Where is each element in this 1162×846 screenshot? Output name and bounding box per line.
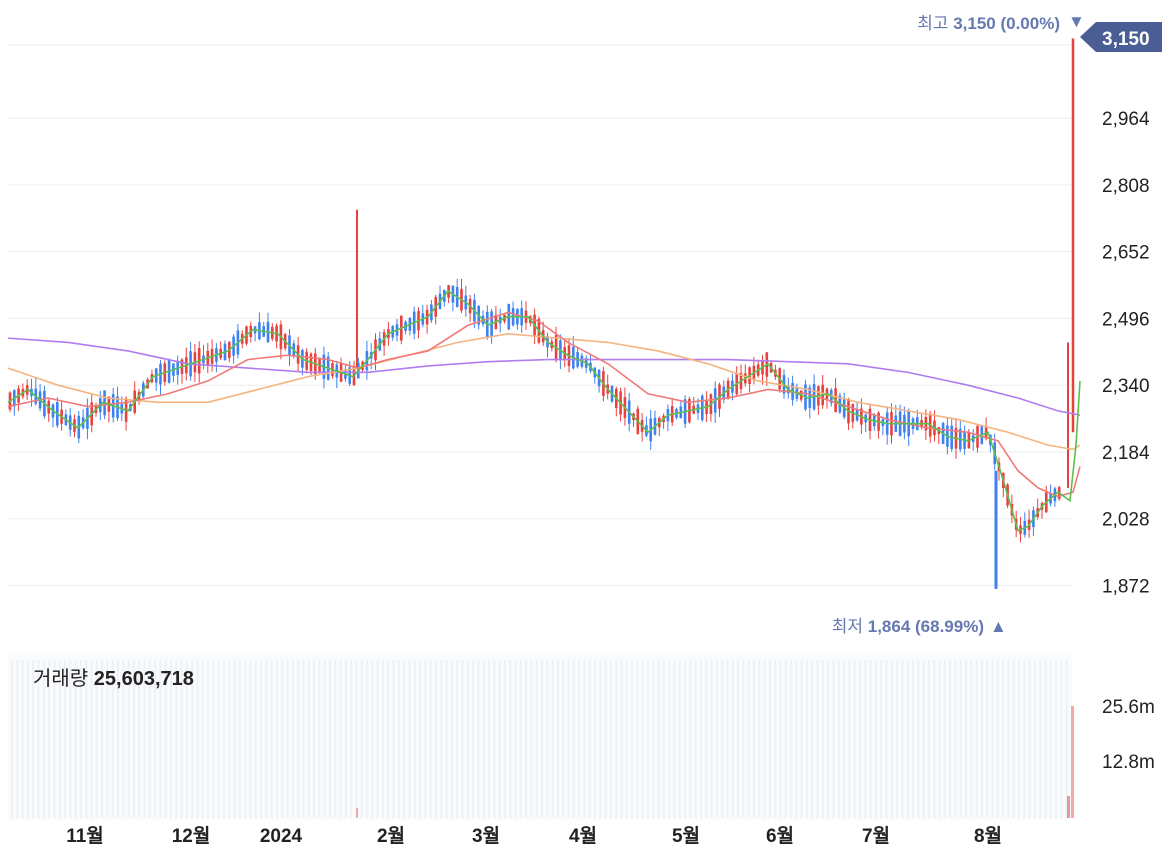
ma60-line: [7, 333, 1081, 451]
y-tick-label: 2,808: [1102, 176, 1150, 197]
volume-tick-label: 12.8m: [1102, 752, 1155, 773]
low-arrow: ▲: [990, 617, 1007, 636]
y-tick-label: 2,028: [1102, 510, 1150, 531]
y-tick-label: 2,496: [1102, 309, 1150, 330]
ma5-line: [7, 289, 1081, 532]
candles: [8, 38, 1075, 589]
y-tick-label: 2,340: [1102, 376, 1150, 397]
volume-title: 거래량 25,603,718: [33, 662, 194, 691]
low-marker: 최저 1,864 (68.99%): [832, 617, 984, 636]
high-value: 3,150 (0.00%): [953, 14, 1060, 33]
x-tick-label: 11월: [66, 825, 104, 846]
y-tick-label: 2,652: [1102, 243, 1150, 264]
price-markers: 최고 3,150 (0.00%) ▼ 최저 1,864 (68.99%) ▲ 3,150: [832, 12, 1162, 636]
y-tick-label: 2,184: [1102, 443, 1150, 464]
volume-label: 거래량: [33, 668, 89, 690]
low-value: 1,864 (68.99%): [868, 617, 984, 636]
x-tick-label: 7월: [862, 825, 890, 846]
volume-bar: [1071, 706, 1074, 818]
grid-lines: [8, 44, 1072, 586]
high-marker: 최고 3,150 (0.00%): [917, 14, 1060, 33]
y-axis: 2,964 2,808 2,652 2,496 2,340 2,184 2,028 1,872…: [1102, 109, 1155, 773]
volume-panel: [8, 652, 1072, 820]
volume-area: [8, 652, 1074, 820]
x-axis: 11월 12월 2024 2월 3월 4월 5월 6월 7월 8월: [66, 825, 1002, 846]
low-label: 최저: [832, 617, 868, 636]
x-tick-label: 6월: [766, 825, 794, 846]
volume-value: 25,603,718: [93, 668, 194, 690]
volume-bar: [356, 808, 358, 818]
x-tick-label: 12월: [172, 825, 211, 846]
current-price-tag: [1080, 22, 1162, 52]
x-tick-label: 2월: [377, 825, 405, 846]
x-tick-label: 5월: [672, 825, 700, 846]
ma20-line: [7, 311, 1081, 498]
x-tick-label: 4월: [569, 825, 597, 846]
y-tick-label: 1,872: [1102, 576, 1150, 597]
volume-bar: [1067, 796, 1070, 818]
high-label: 최고: [917, 14, 953, 33]
moving-average-lines: [7, 289, 1081, 532]
x-tick-label: 3월: [472, 825, 500, 846]
x-tick-label: 2024: [260, 826, 303, 846]
current-price-value: 3,150: [1102, 29, 1150, 50]
volume-tick-label: 25.6m: [1102, 697, 1155, 718]
x-tick-label: 8월: [974, 825, 1002, 846]
high-arrow: ▼: [1068, 12, 1085, 31]
y-tick-label: 2,964: [1102, 109, 1150, 130]
